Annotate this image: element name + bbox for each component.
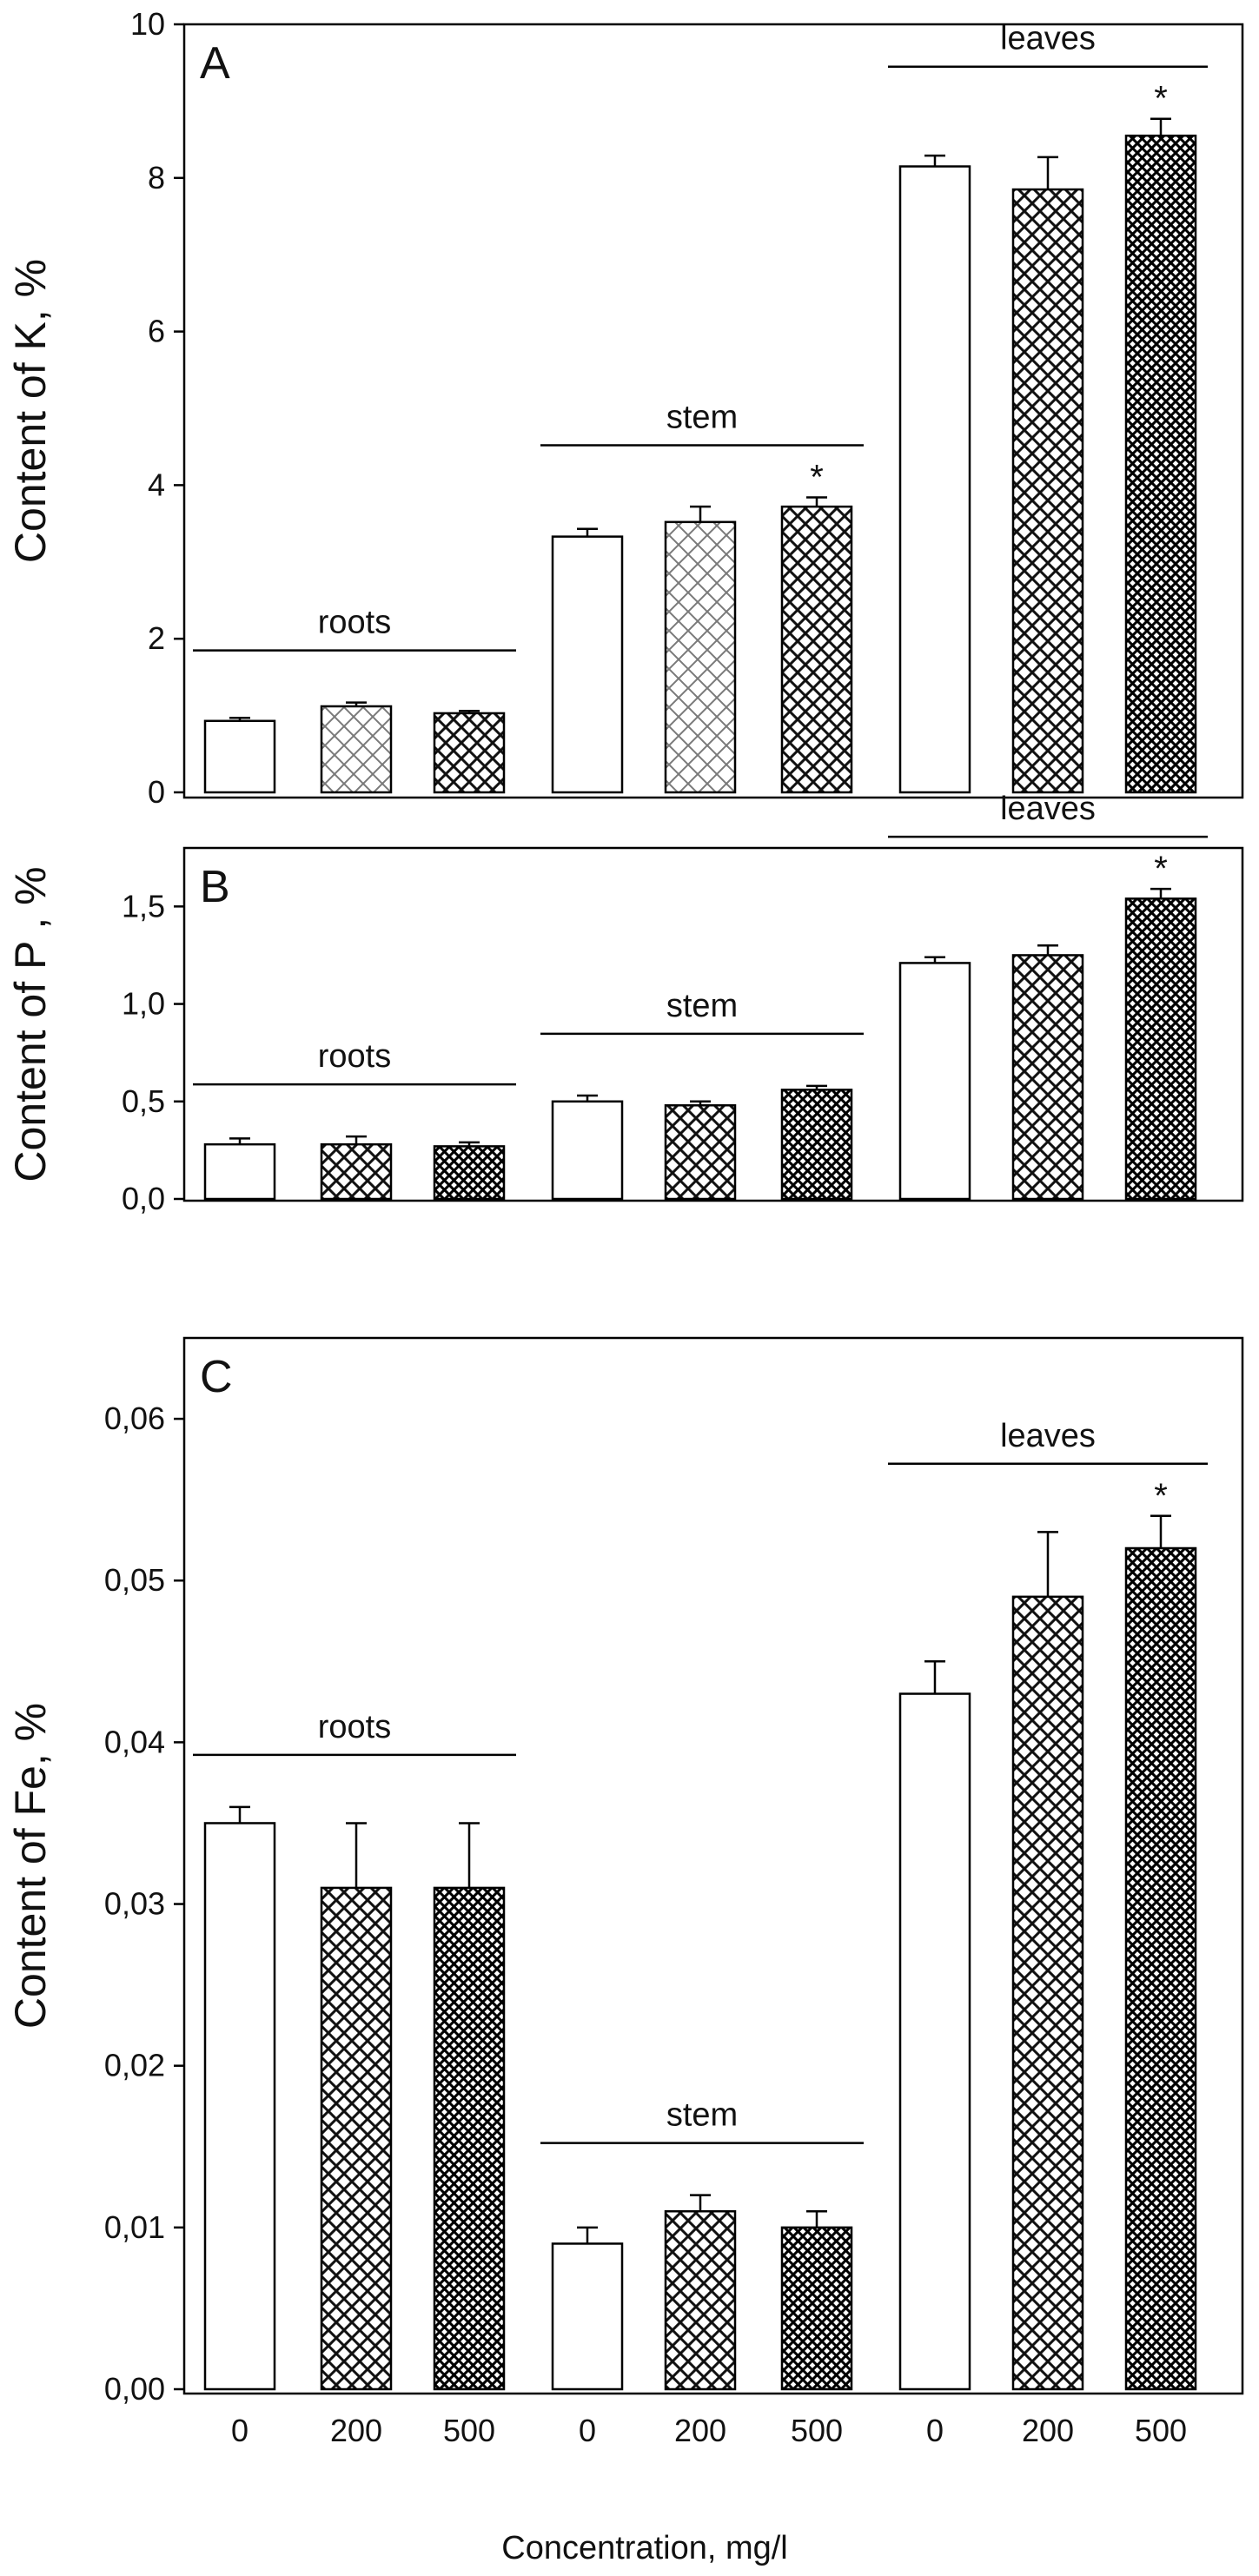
bar-stem-0 xyxy=(551,535,624,794)
y-tick-label: 0,04 xyxy=(104,1724,165,1759)
y-tick-label: 1,5 xyxy=(122,888,165,924)
bar-leaves-200 xyxy=(1011,1595,1084,2391)
y-axis-label: Content of K, % xyxy=(6,259,55,563)
group-label: leaves xyxy=(1000,21,1096,57)
group-stem: stem xyxy=(540,2097,864,2391)
group-label: roots xyxy=(318,1709,391,1745)
bar-roots-200 xyxy=(320,705,393,794)
y-tick-label: 0,02 xyxy=(104,2048,165,2083)
group-label: stem xyxy=(666,2097,738,2134)
bar-roots-0 xyxy=(203,1822,276,2391)
y-tick-label: 4 xyxy=(148,467,165,502)
bar-stem-200 xyxy=(664,2209,737,2391)
group-label: roots xyxy=(318,1038,391,1075)
group-roots: roots xyxy=(193,605,516,794)
group-stem: * stem xyxy=(540,400,864,794)
y-tick-label: 8 xyxy=(148,160,165,195)
bar-stem-200 xyxy=(664,520,737,794)
significance-star: * xyxy=(810,459,824,497)
bar-leaves-500 xyxy=(1124,897,1197,1201)
plot-frame xyxy=(182,1336,1244,2395)
bar-roots-500 xyxy=(433,712,506,794)
bar-leaves-500 xyxy=(1124,134,1197,794)
x-tick-label: 500 xyxy=(791,2413,843,2448)
bar-leaves-500 xyxy=(1124,1546,1197,2391)
group-label: leaves xyxy=(1000,1418,1096,1454)
y-tick-label: 0,06 xyxy=(104,1401,165,1436)
panel-letter: B xyxy=(200,862,230,912)
y-tick-label: 2 xyxy=(148,620,165,656)
bar-stem-0 xyxy=(551,2242,624,2391)
y-tick-label: 0,0 xyxy=(122,1181,165,1216)
significance-star: * xyxy=(1154,850,1168,888)
panel-letter: A xyxy=(200,38,230,89)
bar-stem-0 xyxy=(551,1100,624,1201)
bar-roots-500 xyxy=(433,1145,506,1201)
y-tick-label: 0,5 xyxy=(122,1083,165,1119)
y-tick-label: 0 xyxy=(148,774,165,810)
y-tick-label: 0,00 xyxy=(104,2371,165,2407)
plot-frame xyxy=(182,23,1244,799)
x-tick-label: 500 xyxy=(1135,2413,1187,2448)
bar-roots-0 xyxy=(203,1142,276,1201)
group-label: leaves xyxy=(1000,791,1096,827)
x-axis-title: Concentration, mg/l xyxy=(501,2530,788,2566)
group-leaves: * leaves xyxy=(888,21,1208,794)
group-label: stem xyxy=(666,988,738,1024)
y-axis-label: Content of Fe, % xyxy=(6,1703,55,2029)
y-tick-label: 0,01 xyxy=(104,2209,165,2245)
x-tick-label: 0 xyxy=(231,2413,248,2448)
y-tick-label: 0,05 xyxy=(104,1562,165,1598)
bar-leaves-0 xyxy=(898,165,971,794)
panel-c: 0,00 0,01 0,02 0,03 0,04 0,05 0,06 Content of F… xyxy=(6,1336,1244,2407)
group-leaves: * leaves xyxy=(888,1418,1208,2391)
plot-frame xyxy=(182,846,1244,1202)
y-tick-label: 10 xyxy=(130,6,165,42)
bar-stem-500 xyxy=(780,505,853,794)
x-tick-label: 200 xyxy=(674,2413,726,2448)
x-tick-label: 0 xyxy=(579,2413,596,2448)
x-tick-label: 500 xyxy=(443,2413,495,2448)
bar-leaves-0 xyxy=(898,962,971,1201)
group-stem: stem xyxy=(540,988,864,1201)
group-leaves: * leaves xyxy=(888,791,1208,1201)
bar-stem-200 xyxy=(664,1104,737,1201)
x-tick-label: 200 xyxy=(1022,2413,1074,2448)
group-label: stem xyxy=(666,400,738,436)
panel-letter: C xyxy=(200,1352,233,1402)
bar-roots-0 xyxy=(203,719,276,794)
bar-stem-500 xyxy=(780,2226,853,2391)
y-tick-label: 0,03 xyxy=(104,1886,165,1922)
group-roots: roots xyxy=(193,1038,516,1201)
x-tick-label: 0 xyxy=(926,2413,944,2448)
x-tick-label: 200 xyxy=(330,2413,382,2448)
significance-star: * xyxy=(1154,1477,1168,1515)
bar-stem-500 xyxy=(780,1089,853,1201)
bar-roots-200 xyxy=(320,1142,393,1201)
y-axis-label: Content of P , % xyxy=(6,866,55,1182)
y-tick-label: 1,0 xyxy=(122,986,165,1022)
bar-leaves-0 xyxy=(898,1692,971,2391)
group-label: roots xyxy=(318,605,391,641)
group-roots: roots xyxy=(193,1709,516,2391)
bar-roots-200 xyxy=(320,1886,393,2391)
significance-star: * xyxy=(1154,80,1168,118)
bar-leaves-200 xyxy=(1011,954,1084,1201)
bar-leaves-200 xyxy=(1011,188,1084,794)
y-tick-label: 6 xyxy=(148,314,165,349)
bar-roots-500 xyxy=(433,1886,506,2391)
